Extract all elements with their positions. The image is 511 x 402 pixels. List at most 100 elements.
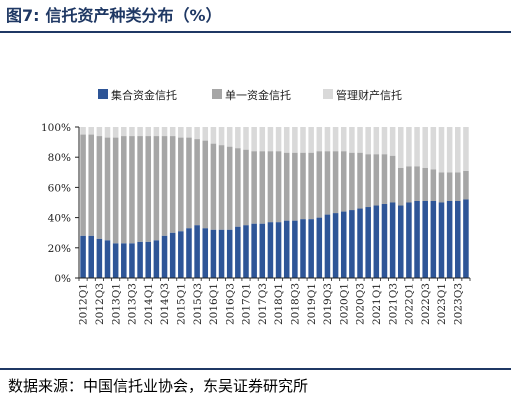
bar-segment-2016Q1-s2	[210, 143, 217, 230]
x-tick-label: 2013Q3	[127, 283, 139, 325]
bar-segment-2022Q4-s2	[430, 169, 437, 201]
bar-segment-2014Q1-s1	[145, 241, 152, 278]
bar-segment-2020Q3-s2	[357, 152, 363, 209]
bar-segment-2014Q4-s1	[169, 232, 176, 278]
bar-segment-2019Q2-s3	[316, 127, 323, 152]
bar-segment-2019Q3-s2	[324, 151, 331, 215]
bar-segment-2022Q4-s1	[430, 200, 437, 278]
legend-swatch-3	[323, 89, 333, 99]
bar-segment-2023Q2-s1	[446, 200, 453, 278]
bar-segment-2018Q4-s1	[300, 219, 306, 278]
bar-segment-2022Q2-s2	[414, 166, 420, 201]
bar-segment-2013Q4-s1	[137, 241, 143, 278]
bar-segment-2014Q1-s3	[145, 127, 152, 137]
bar-segment-2017Q3-s2	[259, 151, 266, 224]
bar-segment-2018Q1-s3	[275, 127, 282, 152]
bar-segment-2019Q1-s3	[308, 127, 314, 153]
bar-segment-2021Q3-s2	[389, 155, 396, 203]
bar-segment-2016Q3-s1	[226, 229, 233, 278]
bar-segment-2023Q3-s2	[455, 172, 461, 201]
bar-segment-2015Q1-s1	[178, 231, 184, 278]
bar-segment-2016Q2-s2	[218, 145, 225, 230]
bar-segment-2019Q3-s3	[324, 127, 331, 152]
bar-segment-2015Q4-s1	[202, 228, 209, 278]
bar-segment-2019Q4-s2	[332, 151, 339, 214]
x-tick-label: 2018Q3	[290, 283, 302, 325]
bar-segment-2016Q1-s3	[210, 127, 217, 144]
x-tick-label: 2016Q3	[224, 283, 236, 325]
bar-segment-2018Q1-s1	[275, 222, 282, 278]
bar-segment-2019Q3-s1	[324, 214, 331, 278]
bar-segment-2018Q2-s3	[283, 127, 290, 153]
bar-segment-2020Q4-s3	[365, 127, 371, 155]
bar-segment-2015Q1-s3	[178, 127, 184, 138]
bar-segment-2023Q3-s3	[455, 127, 461, 173]
bar-segment-2019Q1-s2	[308, 152, 314, 220]
x-tick-label: 2023Q1	[436, 283, 448, 325]
x-tick-label: 2014Q1	[143, 283, 155, 325]
bar-segment-2016Q4-s1	[235, 226, 241, 278]
bar-segment-2015Q1-s2	[178, 137, 184, 232]
bar-segment-2014Q4-s2	[169, 136, 176, 233]
x-tick-label: 2014Q3	[159, 283, 171, 325]
bar-segment-2023Q4-s2	[463, 170, 469, 200]
bar-segment-2021Q2-s2	[381, 154, 388, 205]
bar-segment-2021Q4-s3	[397, 127, 404, 168]
y-tick-label: 0%	[54, 273, 71, 285]
bar-segment-2021Q2-s3	[381, 127, 388, 155]
bar-segment-2012Q3-s1	[96, 238, 103, 278]
bar-segment-2017Q1-s1	[243, 225, 249, 278]
y-tick-label: 20%	[48, 243, 71, 255]
bar-segment-2012Q3-s2	[96, 136, 103, 239]
bar-segment-2018Q2-s2	[283, 152, 290, 221]
bar-segment-2012Q4-s1	[104, 240, 111, 278]
bar-segment-2016Q2-s1	[218, 229, 225, 278]
source-rule	[0, 368, 511, 370]
x-tick-label: 2020Q3	[355, 283, 367, 325]
bar-segment-2015Q3-s1	[194, 225, 200, 278]
x-tick-label: 2015Q3	[192, 283, 204, 325]
bar-segment-2020Q1-s2	[340, 151, 347, 212]
bar-segment-2017Q2-s2	[251, 151, 257, 224]
bar-segment-2012Q1-s1	[80, 235, 86, 278]
bar-segment-2014Q3-s1	[161, 235, 168, 278]
legend-swatch-2	[212, 89, 222, 99]
bar-segment-2012Q1-s3	[80, 127, 86, 135]
bar-segment-2016Q3-s3	[226, 127, 233, 147]
bar-segment-2020Q3-s3	[357, 127, 363, 153]
chart-bars	[80, 127, 469, 278]
bar-segment-2014Q2-s2	[153, 136, 160, 241]
bar-segment-2018Q3-s2	[292, 152, 298, 221]
bar-segment-2013Q4-s3	[137, 127, 143, 137]
chart-legend: 集合资金信托 单一资金信托 管理财产信托	[98, 88, 402, 102]
x-tick-label: 2012Q3	[94, 283, 106, 325]
bar-segment-2018Q3-s1	[292, 220, 298, 278]
bar-segment-2022Q3-s3	[422, 127, 428, 168]
bar-segment-2019Q4-s3	[332, 127, 339, 152]
bar-segment-2021Q1-s2	[373, 154, 380, 206]
x-tick-label: 2018Q1	[273, 283, 285, 325]
bar-segment-2022Q4-s3	[430, 127, 437, 170]
bar-segment-2023Q1-s1	[438, 202, 445, 278]
legend-label-1: 集合资金信托	[111, 88, 177, 102]
bar-segment-2012Q2-s2	[88, 134, 94, 236]
bar-segment-2020Q3-s1	[357, 208, 363, 278]
bar-segment-2017Q2-s1	[251, 223, 257, 278]
bar-segment-2023Q4-s3	[463, 127, 469, 171]
figure-title: 图7: 信托资产种类分布（%）	[6, 3, 228, 29]
bar-segment-2016Q3-s2	[226, 146, 233, 230]
x-tick-label: 2017Q1	[241, 283, 253, 325]
bar-segment-2016Q4-s3	[235, 127, 241, 149]
bar-segment-2013Q2-s1	[121, 243, 127, 278]
chart-axes: 0% 20% 40% 60% 80% 100% 2012Q1 2012Q3 2013Q1 2013…	[41, 122, 471, 325]
bar-segment-2014Q2-s1	[153, 240, 160, 278]
bar-segment-2013Q4-s2	[137, 136, 143, 242]
x-tick-label: 2019Q3	[322, 283, 334, 325]
bar-segment-2015Q2-s3	[186, 127, 192, 138]
bar-segment-2019Q4-s1	[332, 213, 339, 278]
x-tick-label: 2021Q1	[371, 283, 383, 325]
bar-segment-2015Q3-s2	[194, 139, 200, 226]
y-tick-label: 60%	[48, 182, 71, 194]
bar-segment-2014Q3-s2	[161, 136, 168, 236]
